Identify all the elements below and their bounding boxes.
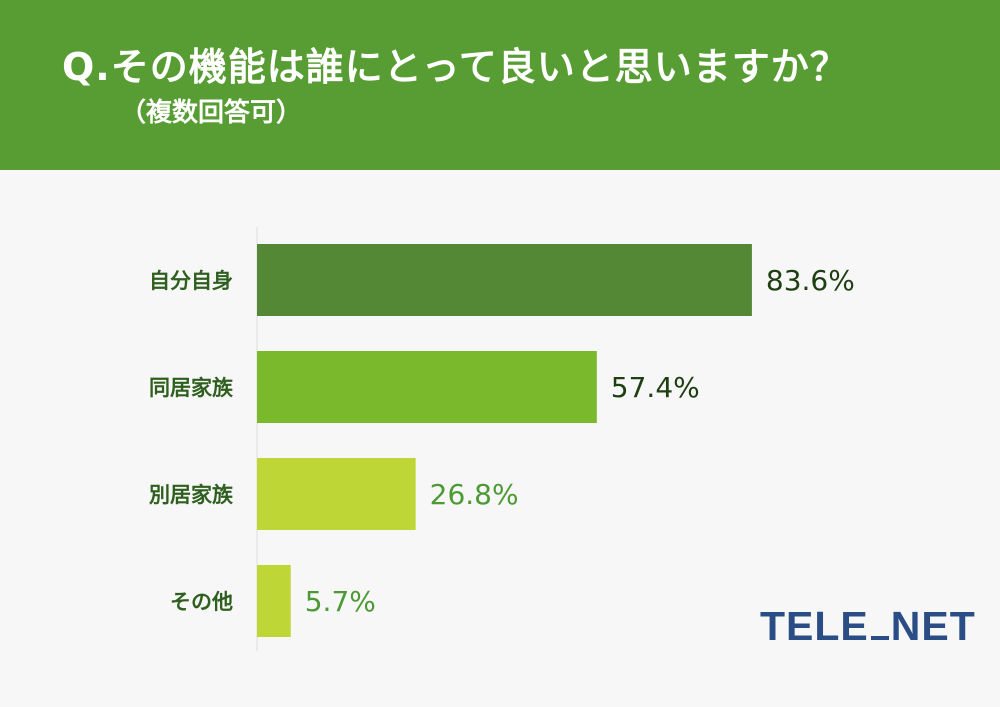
chart-area: 自分自身 83.6% 同居家族 57.4% 別居家族 26.8% その他 5.7% xyxy=(0,170,1000,703)
telenet-logo: TELE NET xyxy=(760,603,976,649)
value-label: 83.6% xyxy=(766,264,855,297)
page-subtitle: （複数回答可） xyxy=(120,98,303,128)
bar-chart: 自分自身 83.6% 同居家族 57.4% 別居家族 26.8% その他 5.7% xyxy=(149,227,855,651)
bar-3 xyxy=(257,458,416,530)
bar-2 xyxy=(257,351,597,423)
category-label: 別居家族 xyxy=(149,483,234,507)
bar-4 xyxy=(257,565,291,637)
value-label: 5.7% xyxy=(305,585,376,618)
category-label: 同居家族 xyxy=(149,376,234,400)
header-banner: Q.その機能は誰にとって良いと思いますか？ （複数回答可） xyxy=(0,0,1000,170)
value-label: 57.4% xyxy=(611,371,700,404)
value-label: 26.8% xyxy=(430,478,519,511)
page-title: Q.その機能は誰にとって良いと思いますか？ xyxy=(62,45,849,89)
bar-1 xyxy=(257,244,752,316)
category-label: 自分自身 xyxy=(149,269,233,293)
category-label: その他 xyxy=(170,590,233,614)
